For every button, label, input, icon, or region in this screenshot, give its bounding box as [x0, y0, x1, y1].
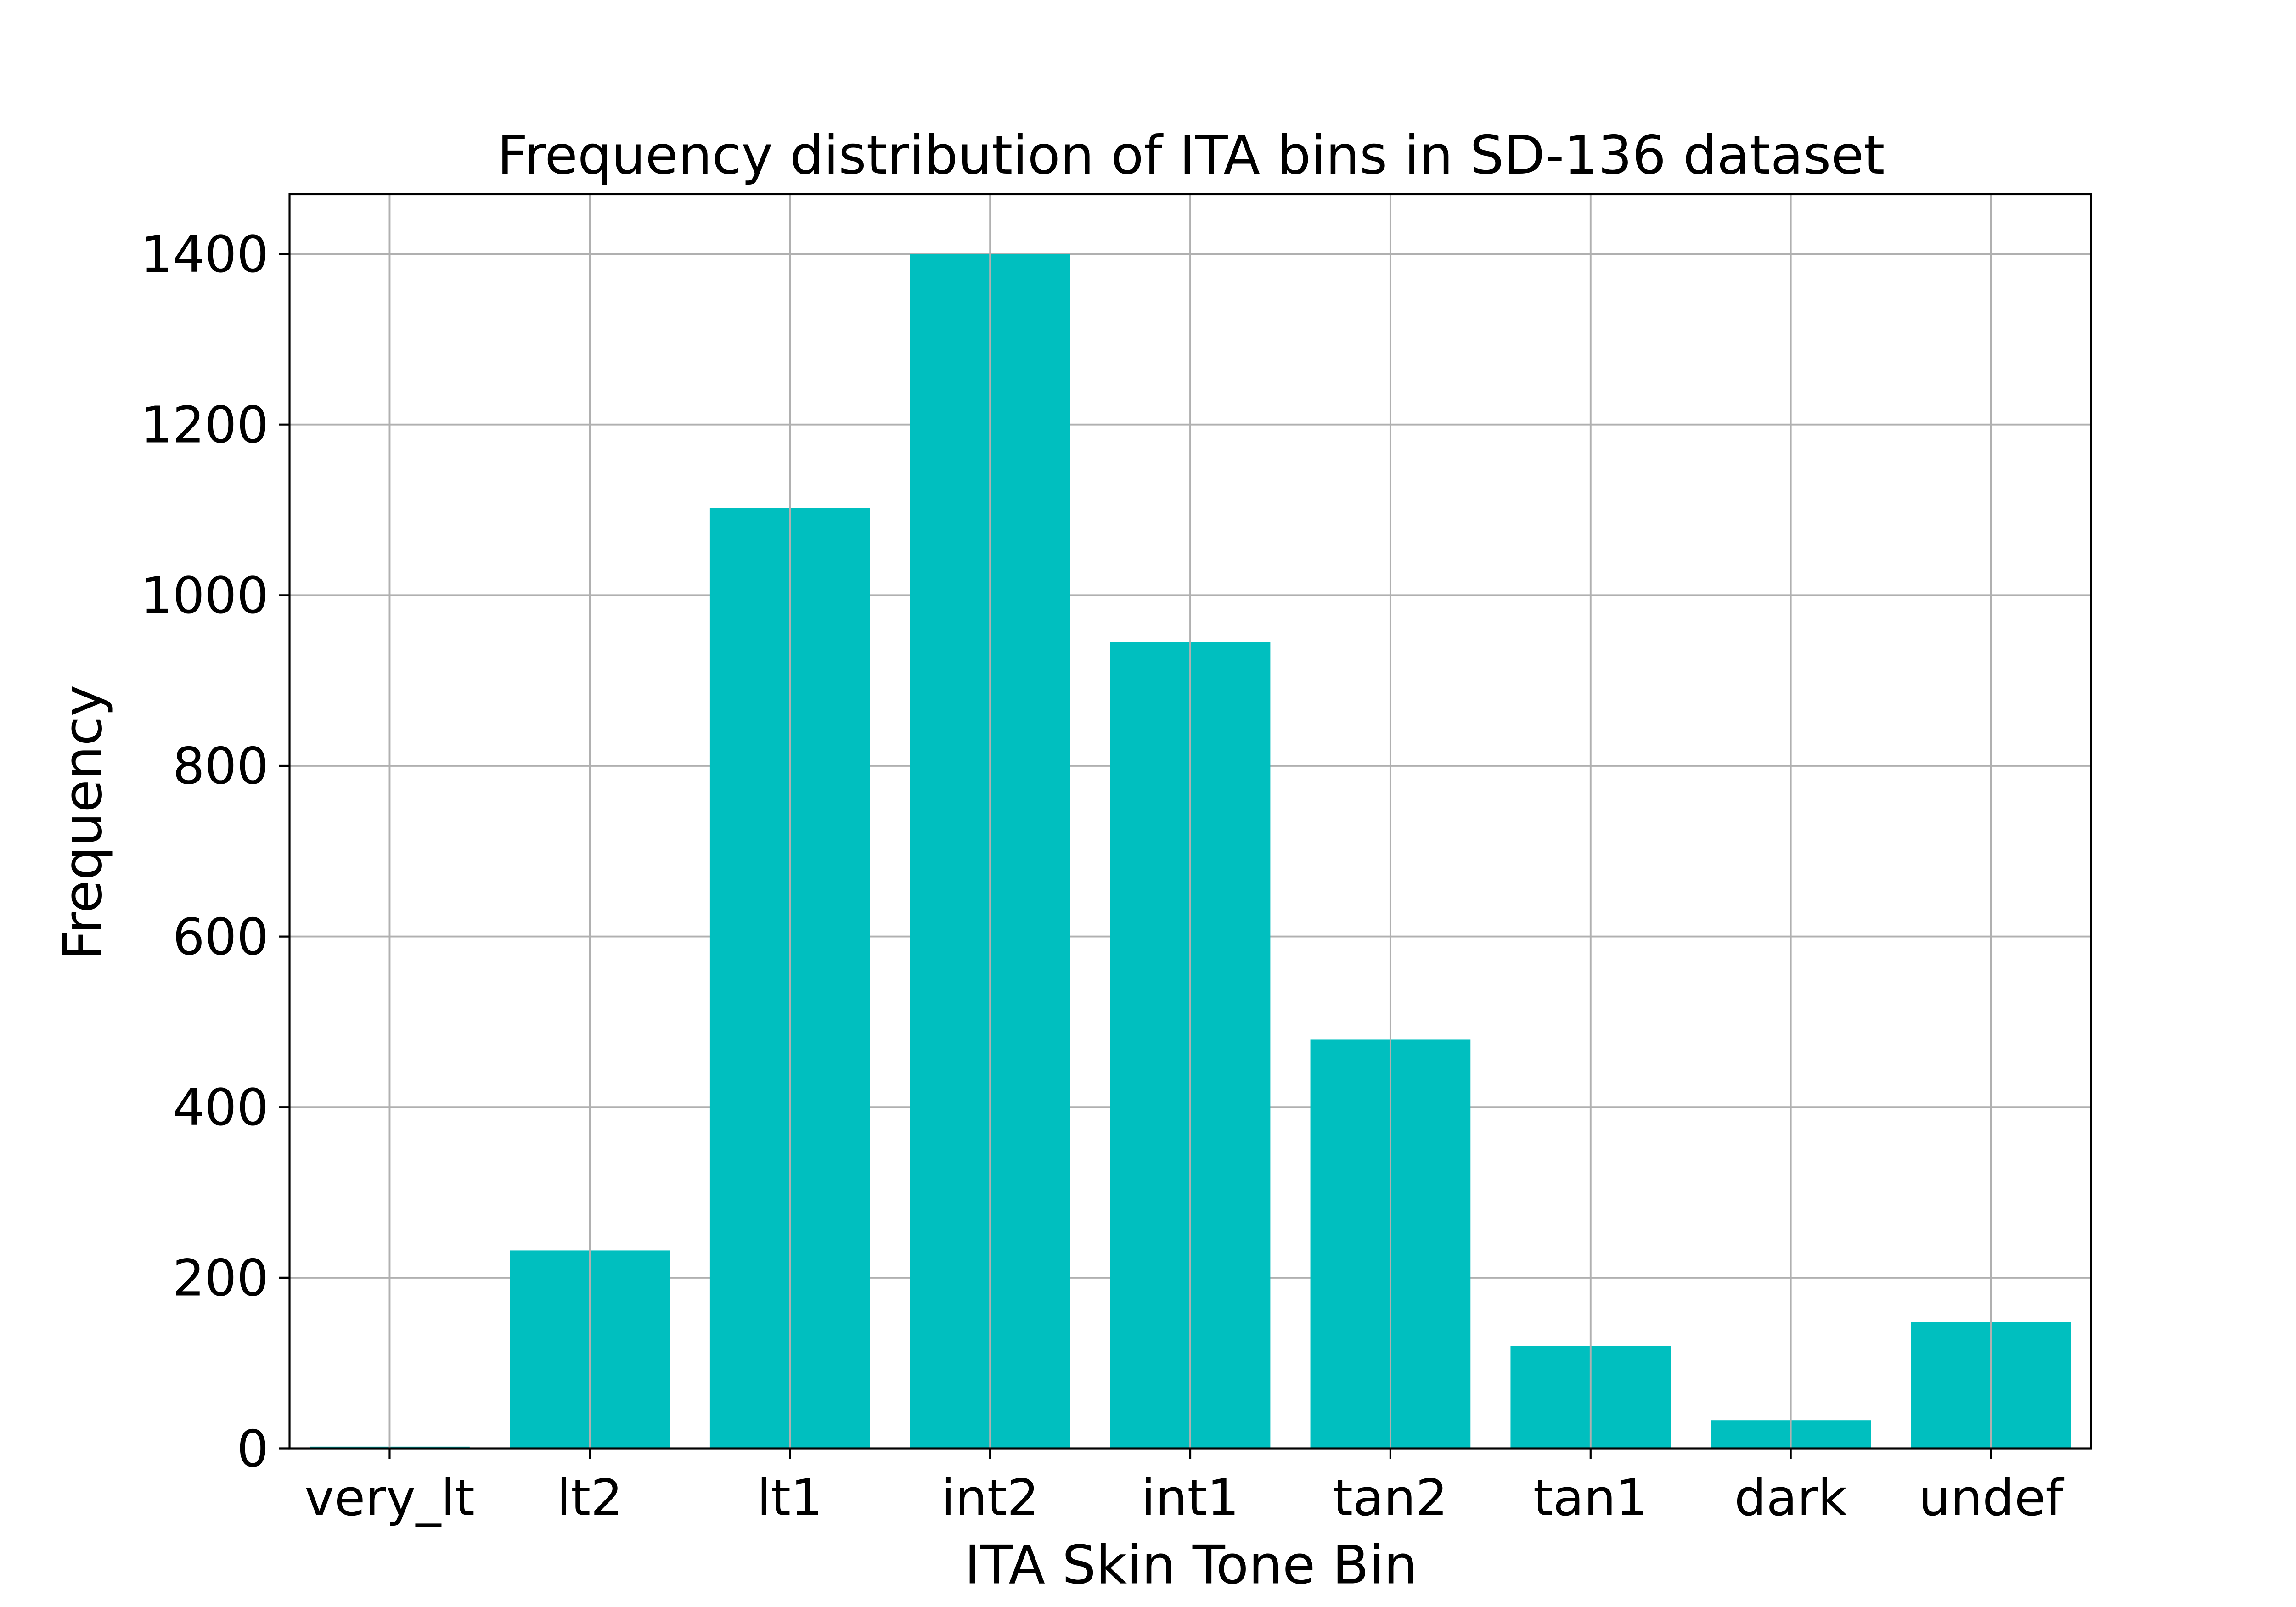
x-tick-label: tan1	[1533, 1468, 1648, 1527]
x-tick-label: dark	[1734, 1468, 1847, 1527]
x-tick-label: int1	[1142, 1468, 1239, 1527]
y-axis-label: Frequency	[52, 685, 114, 961]
x-tick-label: int2	[941, 1468, 1039, 1527]
y-tick-label: 200	[173, 1249, 269, 1308]
x-axis-label: ITA Skin Tone Bin	[964, 1534, 1418, 1596]
x-tick-label: very_lt	[304, 1468, 475, 1527]
y-ticks: 0 200 400 600 800 1000 1200 1400	[141, 225, 290, 1478]
x-tick-label: undef	[1919, 1468, 2064, 1527]
x-tick-label: tan2	[1333, 1468, 1448, 1527]
y-tick-label: 400	[173, 1078, 269, 1137]
y-tick-label: 1400	[141, 225, 269, 284]
y-tick-label: 600	[173, 907, 269, 966]
y-tick-label: 1000	[141, 566, 269, 625]
x-ticks: very_lt lt2 lt1 int2 int1 tan2 tan1 dark undef	[304, 1448, 2064, 1527]
x-tick-label: lt2	[557, 1468, 623, 1527]
chart-title: Frequency distribution of ITA bins in SD…	[497, 124, 1885, 186]
vertical-grid	[388, 194, 1992, 1449]
y-tick-label: 0	[236, 1419, 269, 1478]
y-tick-label: 800	[173, 737, 269, 796]
x-tick-label: lt1	[757, 1468, 823, 1527]
y-tick-label: 1200	[141, 395, 269, 454]
